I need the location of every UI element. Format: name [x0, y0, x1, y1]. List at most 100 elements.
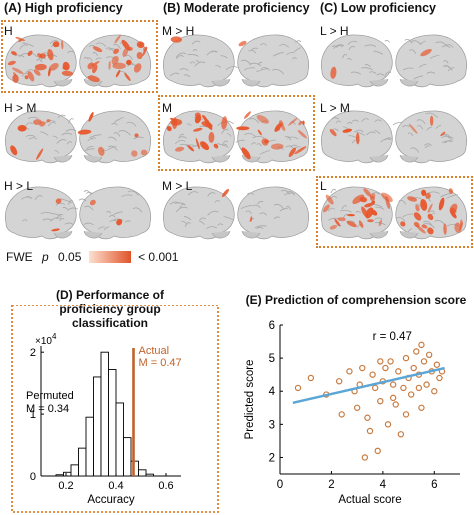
histogram-bar	[63, 471, 72, 477]
brain-left-r1c0	[4, 110, 77, 164]
x-tick-label: 0.2	[58, 480, 73, 492]
y-tick-label: 1	[30, 409, 36, 421]
legend-p-symbol: p	[42, 250, 49, 264]
brain-left-r2c1	[162, 186, 235, 240]
regression-line	[292, 366, 445, 404]
histogram-bar	[100, 351, 109, 477]
histogram-bar	[123, 437, 132, 477]
y-multiplier-exponent: 4	[52, 332, 57, 341]
scatter-point	[369, 371, 376, 378]
scatter-point	[400, 384, 407, 392]
y-tick-label: 4	[269, 386, 276, 398]
y-tick-label: 2	[30, 347, 36, 359]
scatter-point	[392, 401, 399, 408]
scatter-point	[402, 354, 410, 362]
scatter-point	[389, 381, 397, 388]
brain-left-r0c1	[162, 34, 238, 88]
scatter-point	[382, 364, 389, 372]
scatter-point	[374, 447, 381, 455]
scatter-point	[364, 414, 371, 421]
panel-b-title: (B) Moderate proficiency	[163, 1, 310, 15]
y-tick-label: 2	[269, 452, 275, 464]
x-tick-label: 4	[380, 479, 387, 491]
brain-right-r0c2	[395, 34, 468, 88]
brain-left-r2c2	[320, 186, 393, 240]
actual-mean-label: M = 0.47	[139, 357, 182, 369]
brain-left-r0c2	[320, 34, 393, 88]
condition-label-h-gt-l: H > L	[4, 179, 34, 193]
actual-label: Actual	[139, 345, 170, 357]
brain-left-r2c0	[4, 186, 79, 240]
colorbar	[88, 251, 131, 263]
correlation-annotation: r = 0.47	[373, 331, 412, 343]
histogram-bar	[93, 376, 102, 477]
scatter-point	[377, 397, 384, 405]
brain-left-r1c2	[320, 110, 393, 164]
scatter-point	[436, 374, 443, 382]
scatter-point	[371, 384, 379, 392]
histogram-bar	[55, 474, 64, 477]
scatter-point	[418, 341, 425, 349]
scatter-point	[425, 351, 433, 359]
scatter-point	[407, 391, 415, 398]
legend-prefix: FWE	[6, 250, 33, 264]
condition-label-h-gt-m: H > M	[4, 101, 37, 115]
legend-low-value: 0.05	[58, 250, 82, 264]
y-multiplier: ×10	[35, 336, 52, 347]
scatter-point	[415, 384, 423, 392]
brain-right-r0c0	[79, 34, 152, 88]
brain-right-r2c0	[78, 186, 152, 240]
frame-high	[1, 20, 158, 93]
chart-d-frame	[11, 305, 219, 513]
brain-right-r1c0	[77, 110, 152, 164]
brain-right-r1c1	[235, 110, 310, 164]
scatter-point	[413, 348, 420, 355]
scatter-point	[294, 384, 302, 392]
condition-label-m-gt-l: M > L	[162, 179, 193, 193]
brain-grid	[4, 34, 468, 240]
x-tick-label: 6	[431, 479, 437, 491]
x-tick-label: 2	[328, 479, 334, 491]
condition-label-h: H	[4, 24, 13, 38]
scatter-point	[410, 364, 417, 372]
scatter-point	[346, 368, 353, 375]
scatter-point	[384, 421, 392, 428]
permuted-label: Permuted	[26, 390, 74, 402]
scatter-point	[387, 358, 394, 365]
x-tick-label: 0.4	[108, 480, 123, 492]
brain-right-r1c2	[392, 110, 468, 164]
condition-label-m-gt-h: M > H	[162, 24, 195, 38]
permuted-mean-label: M = 0.34	[26, 403, 69, 415]
scatter-point	[335, 378, 343, 385]
condition-label-l: L	[320, 179, 327, 193]
scatter-point	[338, 411, 345, 418]
scatter-point	[377, 358, 384, 365]
colorbar-legend: FWE p 0.05 < 0.001	[6, 250, 178, 264]
scatter-point	[418, 404, 425, 411]
panel-a-title: (A) High proficiency	[4, 1, 123, 15]
scatter-point	[397, 431, 405, 438]
chart-d-title-line1: (D) Performance of	[55, 288, 165, 302]
brain-right-r0c1	[237, 34, 310, 88]
x-axis-label: Accuracy	[87, 494, 135, 506]
x-axis-label: Actual score	[338, 494, 401, 506]
scatter-point	[353, 404, 361, 411]
brain-right-r2c2	[395, 186, 468, 240]
x-tick-label: 0.6	[158, 480, 173, 492]
brain-left-r1c1	[162, 110, 235, 164]
panel-c-title: (C) Low proficiency	[320, 1, 436, 15]
condition-label-m: M	[162, 101, 172, 115]
scatter-point	[395, 368, 402, 375]
histogram-bar	[108, 369, 117, 477]
y-tick-label: 3	[269, 419, 275, 431]
chart-e-title: (E) Prediction of comprehension score	[245, 293, 467, 307]
chart-e-scatter: 0 2 4 6 2 3 4 5 6 r = 0.47 Actual score Predicted s…	[244, 320, 460, 506]
histogram-bar	[70, 464, 79, 477]
y-tick-label: 0	[30, 471, 36, 483]
frame-low	[316, 176, 473, 248]
histogram-bar	[78, 447, 87, 477]
histogram-bar	[138, 469, 147, 477]
y-axis-label: Predicted score	[244, 360, 256, 440]
brain-right-r2c1	[237, 186, 310, 240]
